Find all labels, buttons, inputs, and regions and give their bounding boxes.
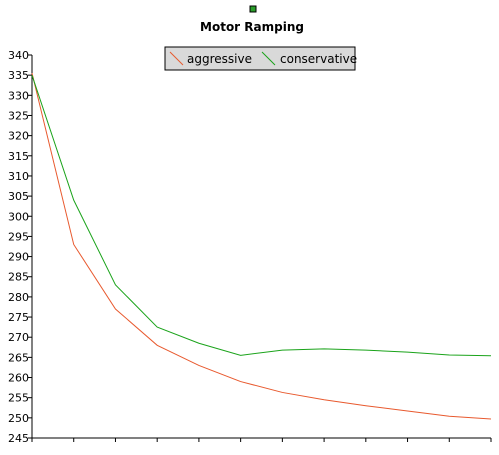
- chart-title: Motor Ramping: [200, 20, 304, 34]
- y-axis-ticks: 245 250 255 260 265 270 275 280 285 290 295 300 305 3…: [8, 49, 32, 445]
- y-tick-label: 300: [8, 210, 29, 223]
- y-tick-label: 250: [8, 412, 29, 425]
- legend-swatch-aggressive: [169, 51, 184, 66]
- y-tick-label: 315: [8, 150, 29, 163]
- series-line-conservative: [31, 74, 492, 357]
- y-tick-label: 245: [8, 432, 29, 445]
- y-tick-label: 320: [8, 130, 29, 143]
- y-tick-label: 265: [8, 351, 29, 364]
- title-marker: [249, 5, 257, 13]
- y-tick-label: 310: [8, 170, 29, 183]
- legend-label-aggressive: aggressive: [187, 52, 252, 66]
- y-tick-label: 270: [8, 331, 29, 344]
- y-tick-label: 280: [8, 291, 29, 304]
- series-lines: [31, 73, 492, 420]
- x-axis-ticks: [31, 438, 492, 442]
- y-tick-label: 340: [8, 49, 29, 62]
- legend: aggressive conservative: [164, 46, 357, 71]
- y-tick-label: 335: [8, 69, 29, 82]
- y-tick-label: 260: [8, 372, 29, 385]
- axes: [31, 55, 491, 439]
- legend-label-conservative: conservative: [280, 52, 357, 66]
- y-tick-label: 295: [8, 230, 29, 243]
- y-tick-label: 305: [8, 190, 29, 203]
- series-line-aggressive: [31, 73, 492, 420]
- y-tick-label: 330: [8, 89, 29, 102]
- y-tick-label: 290: [8, 251, 29, 264]
- y-tick-label: 285: [8, 271, 29, 284]
- legend-box: [164, 46, 356, 71]
- y-tick-label: 275: [8, 311, 29, 324]
- y-tick-label: 325: [8, 109, 29, 122]
- legend-swatch-conservative: [261, 51, 276, 66]
- y-tick-label: 255: [8, 392, 29, 405]
